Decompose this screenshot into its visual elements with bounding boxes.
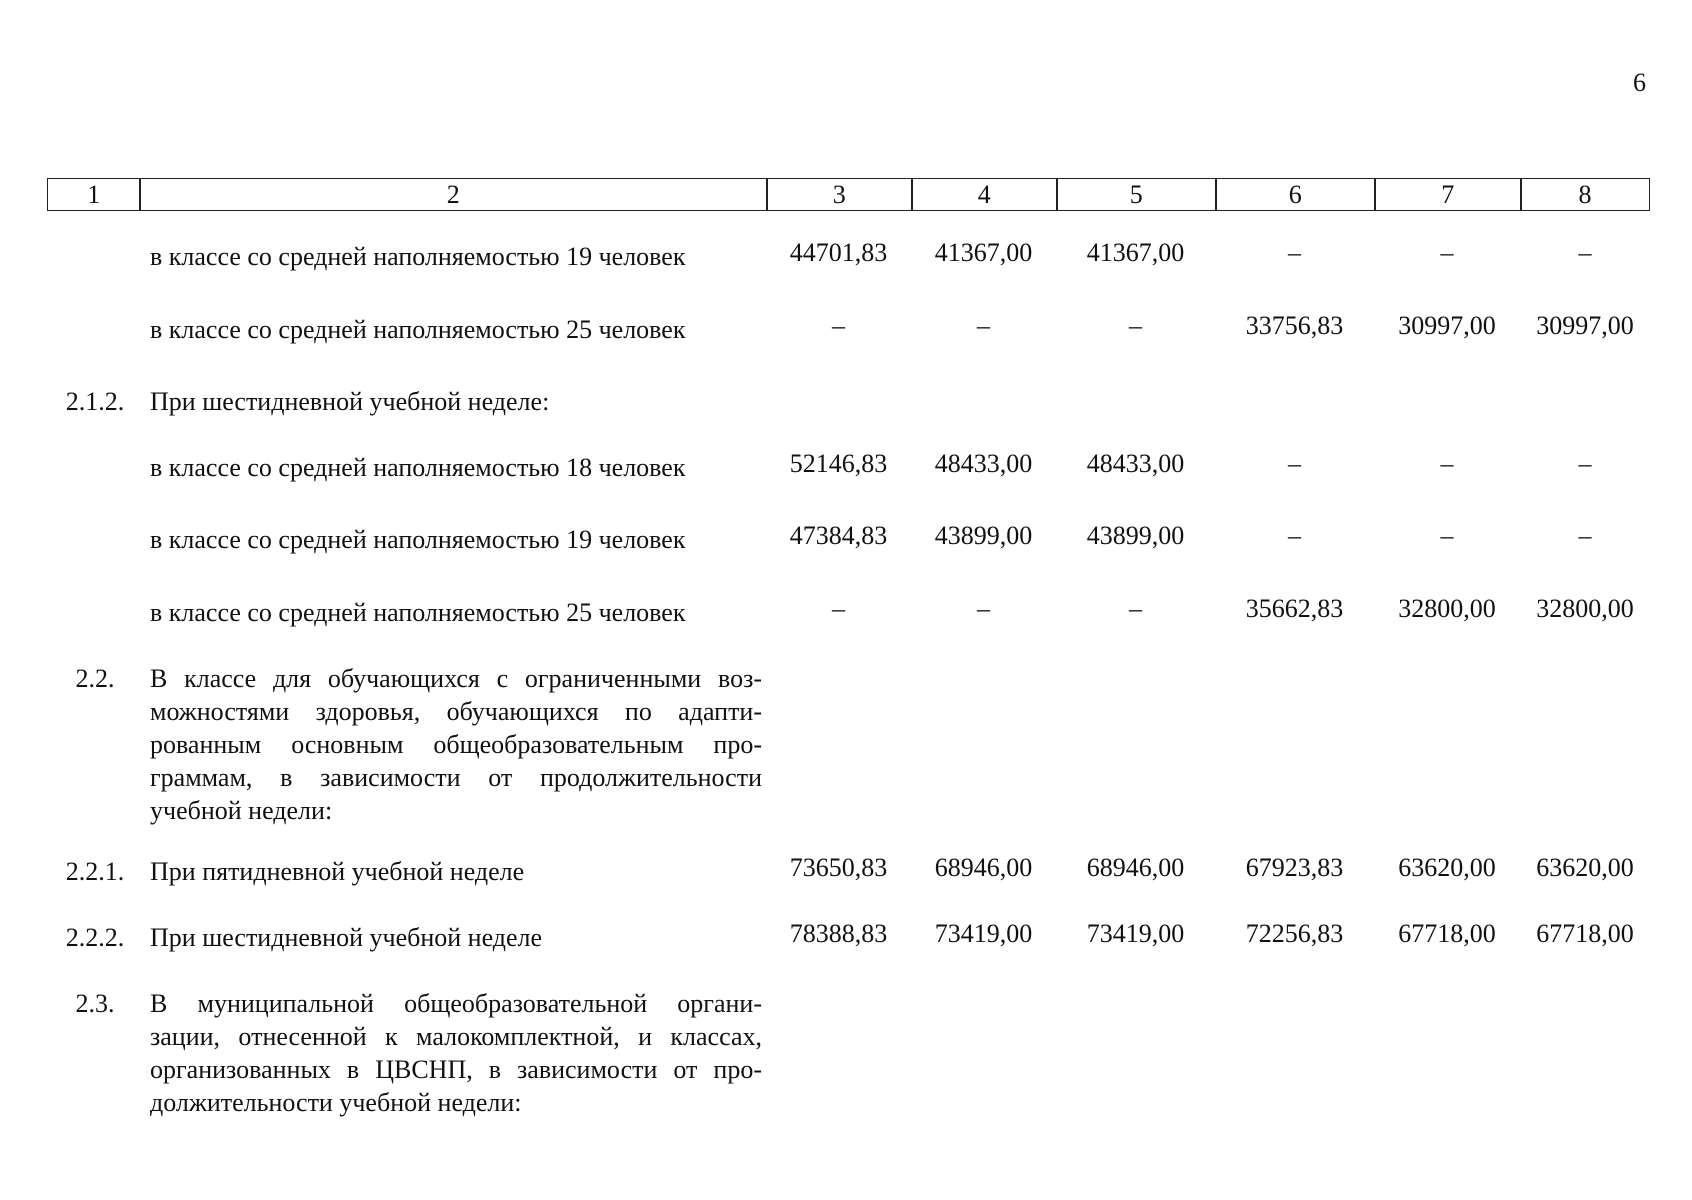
header-cell: 2 bbox=[139, 178, 768, 211]
row-text: При шестидневной учебной неделе: bbox=[150, 387, 550, 416]
row-text: в классе со средней наполняемостью 25 че… bbox=[150, 598, 686, 627]
value-cell: 30997,00 bbox=[1398, 311, 1496, 340]
value-cell: – bbox=[1288, 521, 1301, 550]
value-cell: 78388,83 bbox=[789, 919, 888, 948]
value-cell: 41367,00 bbox=[1086, 238, 1185, 267]
row-text: граммам, в зависимости от продолжительно… bbox=[150, 763, 762, 792]
value-cell: 41367,00 bbox=[934, 238, 1033, 267]
row-text: В муниципальной общеобразовательной орга… bbox=[150, 989, 762, 1018]
row-text: При шестидневной учебной неделе bbox=[150, 923, 543, 952]
row-number: 2.2.1. bbox=[65, 857, 125, 886]
value-cell: 63620,00 bbox=[1536, 853, 1634, 882]
value-cell: 33756,83 bbox=[1245, 311, 1344, 340]
value-cell: – bbox=[1440, 238, 1454, 267]
value-cell: – bbox=[1440, 449, 1454, 478]
value-cell: 43899,00 bbox=[1086, 521, 1185, 550]
value-cell: 67923,83 bbox=[1245, 853, 1344, 882]
value-cell: 67718,00 bbox=[1398, 919, 1496, 948]
row-number: 2.3. bbox=[75, 989, 115, 1018]
header-cell: 5 bbox=[1056, 178, 1217, 211]
value-cell: – bbox=[1578, 238, 1592, 267]
row-text: должительности учебной недели: bbox=[150, 1088, 522, 1117]
row-number: 2.1.2. bbox=[65, 387, 125, 416]
value-cell: 47384,83 bbox=[789, 521, 888, 550]
row-text: можностями здоровья, обучающихся по адап… bbox=[150, 697, 762, 726]
row-text: в классе со средней наполняемостью 18 че… bbox=[150, 453, 686, 482]
page-number: 6 bbox=[1633, 68, 1646, 97]
value-cell: – bbox=[1440, 521, 1454, 550]
value-cell: – bbox=[977, 594, 990, 623]
header-cell: 1 bbox=[47, 178, 141, 211]
value-cell: 32800,00 bbox=[1398, 594, 1496, 623]
header-cell: 8 bbox=[1520, 178, 1650, 211]
row-text: организованных в ЦВСНП, в зависимости от… bbox=[150, 1055, 762, 1084]
row-text: в классе со средней наполняемостью 19 че… bbox=[150, 525, 686, 554]
row-text: в классе со средней наполняемостью 25 че… bbox=[150, 315, 686, 344]
row-text: При пятидневной учебной неделе bbox=[150, 857, 525, 886]
header-cell: 4 bbox=[911, 178, 1058, 211]
value-cell: 35662,83 bbox=[1245, 594, 1344, 623]
value-cell: 68946,00 bbox=[1086, 853, 1185, 882]
value-cell: – bbox=[977, 311, 990, 340]
value-cell: – bbox=[1129, 311, 1142, 340]
row-number: 2.2. bbox=[75, 664, 115, 693]
value-cell: 63620,00 bbox=[1398, 853, 1496, 882]
row-text: зации, отнесенной к малокомплектной, и к… bbox=[150, 1022, 762, 1051]
value-cell: 67718,00 bbox=[1536, 919, 1634, 948]
value-cell: 44701,83 bbox=[789, 238, 888, 267]
value-cell: – bbox=[1288, 449, 1301, 478]
row-number: 2.2.2. bbox=[65, 923, 125, 952]
header-cell: 6 bbox=[1215, 178, 1376, 211]
value-cell: 73419,00 bbox=[934, 919, 1033, 948]
value-cell: – bbox=[1129, 594, 1142, 623]
value-cell: 68946,00 bbox=[934, 853, 1033, 882]
header-cell: 7 bbox=[1374, 178, 1522, 211]
row-text: рованным основным общеобразовательным пр… bbox=[150, 730, 762, 759]
value-cell: – bbox=[1288, 238, 1301, 267]
value-cell: 73650,83 bbox=[789, 853, 888, 882]
value-cell: – bbox=[832, 594, 845, 623]
value-cell: 72256,83 bbox=[1245, 919, 1344, 948]
row-text: В классе для обучающихся с ограниченными… bbox=[150, 664, 762, 693]
value-cell: – bbox=[1578, 449, 1592, 478]
value-cell: 73419,00 bbox=[1086, 919, 1185, 948]
row-text: в классе со средней наполняемостью 19 че… bbox=[150, 242, 686, 271]
value-cell: 43899,00 bbox=[934, 521, 1033, 550]
value-cell: 30997,00 bbox=[1536, 311, 1634, 340]
value-cell: 48433,00 bbox=[934, 449, 1033, 478]
value-cell: 52146,83 bbox=[789, 449, 888, 478]
value-cell: 48433,00 bbox=[1086, 449, 1185, 478]
value-cell: – bbox=[832, 311, 845, 340]
header-cell: 3 bbox=[766, 178, 913, 211]
value-cell: – bbox=[1578, 521, 1592, 550]
row-text: учебной недели: bbox=[150, 796, 333, 825]
value-cell: 32800,00 bbox=[1536, 594, 1634, 623]
